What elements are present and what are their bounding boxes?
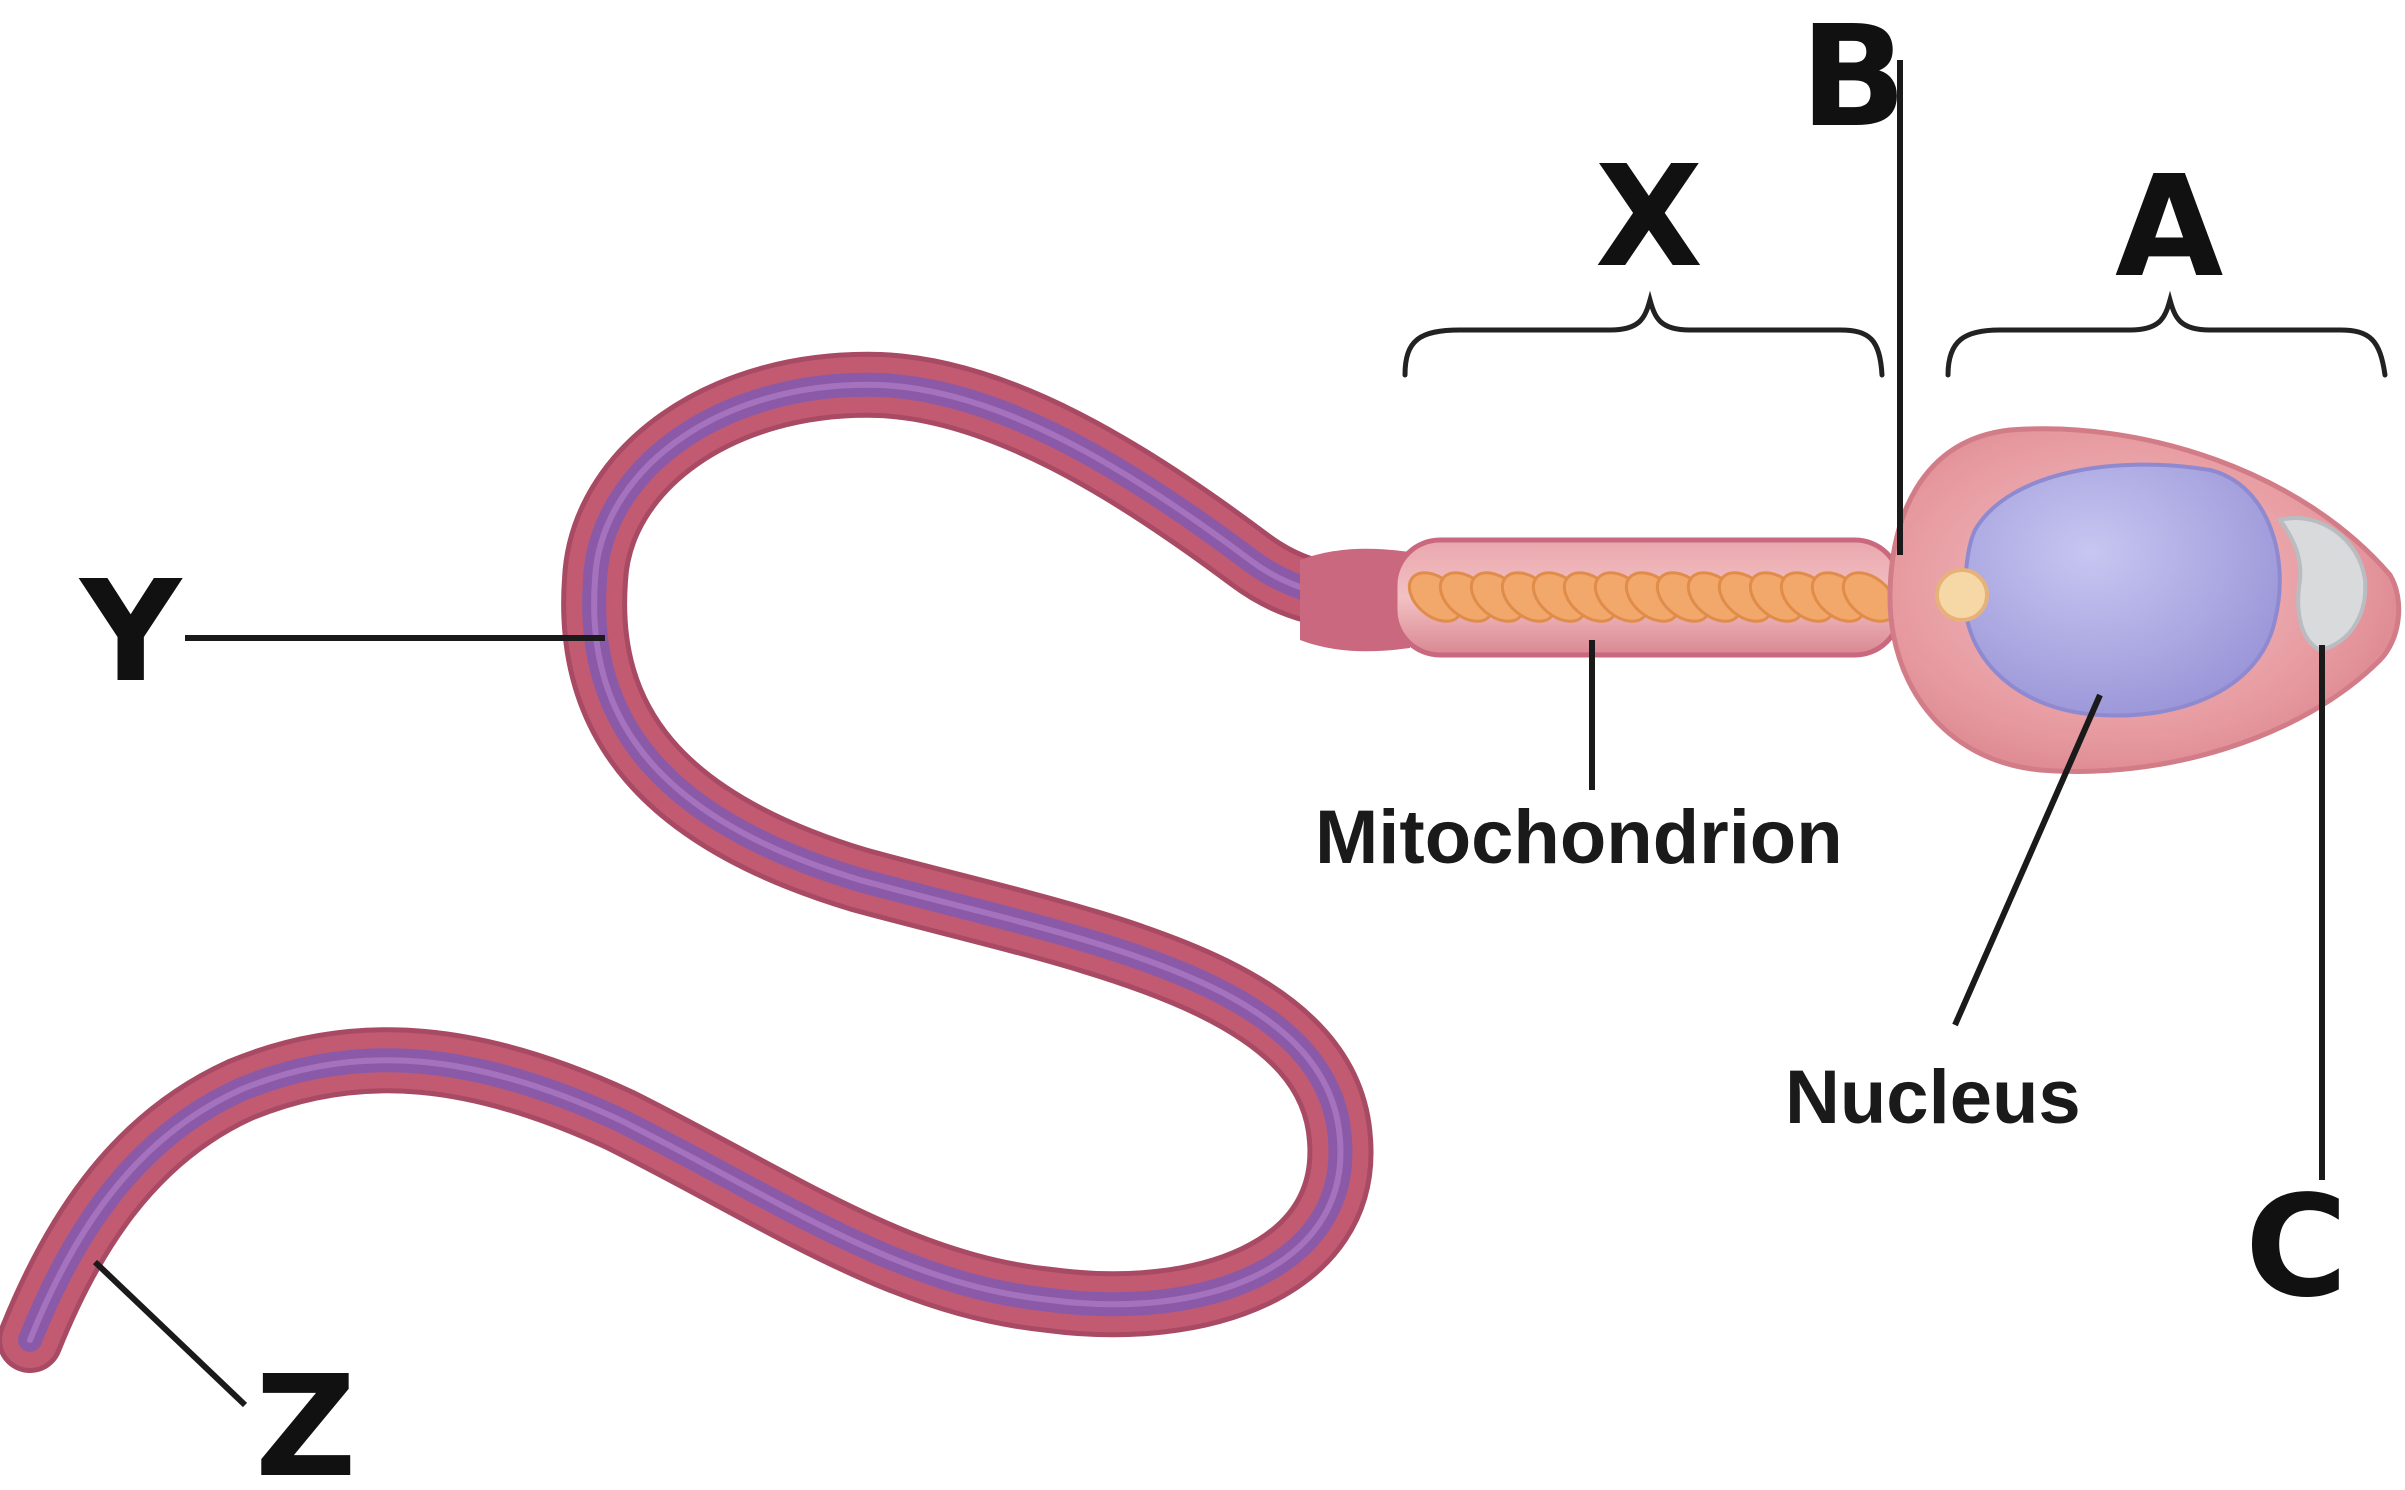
label-z: Z (255, 1346, 357, 1490)
flagellum (0, 351, 1433, 1373)
label-b: B (1800, 0, 1907, 159)
leader-nucleus (1952, 693, 2103, 1027)
label-a: A (2115, 146, 2223, 309)
label-c: C (2245, 1166, 2348, 1329)
label-mitochondrion: Mitochondrion (1315, 795, 1843, 880)
centriole (1935, 568, 1989, 622)
nucleus-shape (1962, 462, 2282, 718)
head (1887, 426, 2402, 775)
midpiece (1300, 537, 1903, 658)
midpiece-neck (1300, 548, 1410, 652)
mitochondria-coil (1407, 571, 1898, 623)
label-x: X (1595, 136, 1703, 299)
label-nucleus: Nucleus (1785, 1055, 2081, 1140)
tail-highlight (27, 381, 1403, 1343)
brace-a (1945, 290, 2388, 378)
label-y: Y (78, 551, 183, 714)
brace-x (1402, 290, 1885, 378)
leader-z (92, 1259, 248, 1408)
